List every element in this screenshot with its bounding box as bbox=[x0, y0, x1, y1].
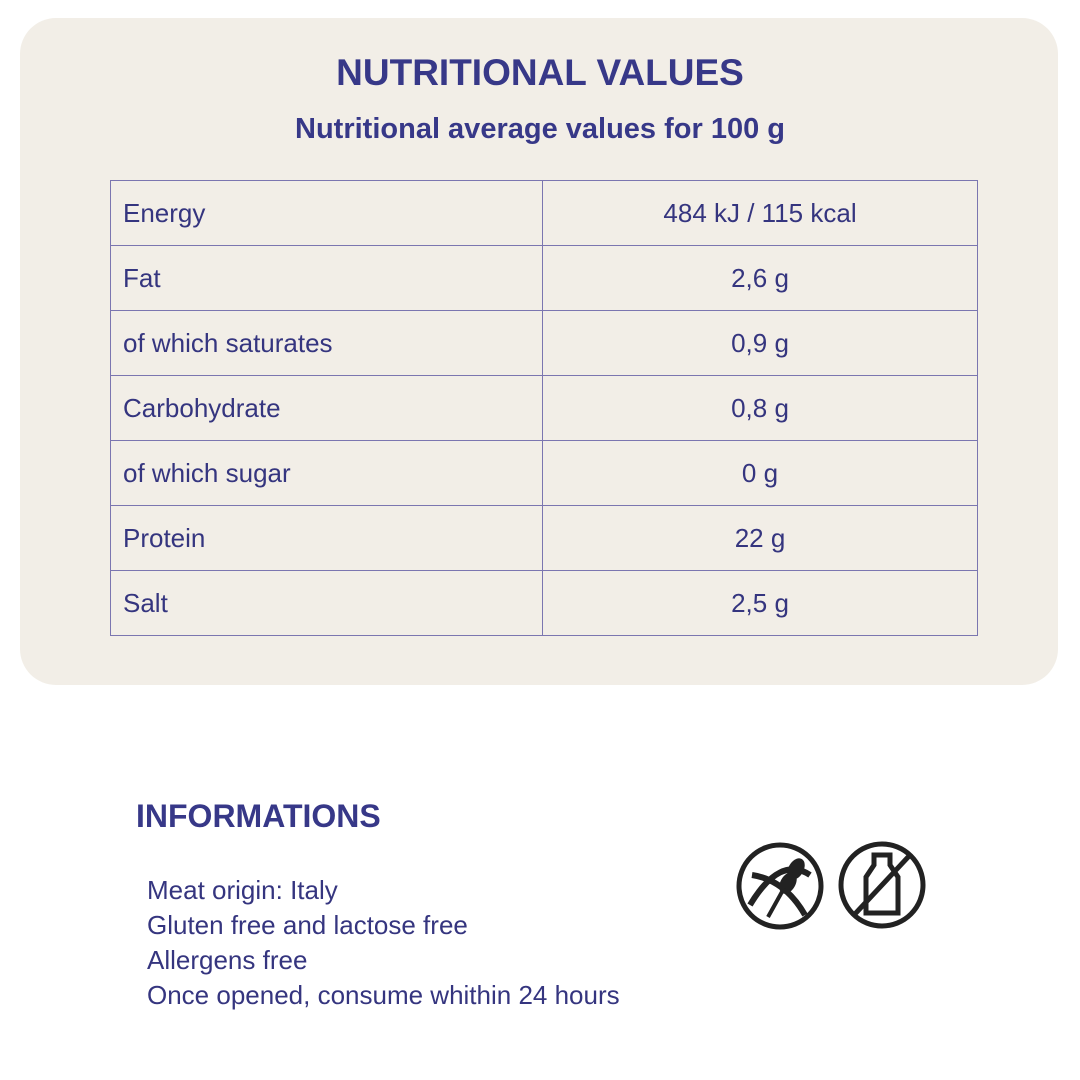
nutrient-value: 2,6 g bbox=[542, 245, 978, 311]
gluten-free-icon bbox=[736, 842, 824, 930]
table-row: Salt 2,5 g bbox=[110, 570, 978, 636]
nutrient-value: 484 kJ / 115 kcal bbox=[542, 180, 978, 246]
nutrient-name: Carbohydrate bbox=[110, 375, 543, 441]
nutrient-name: Salt bbox=[110, 570, 543, 636]
info-line: Once opened, consume whithin 24 hours bbox=[147, 980, 620, 1010]
nutrient-name: Energy bbox=[110, 180, 543, 246]
info-line: Allergens free bbox=[147, 945, 308, 975]
table-row: Fat 2,6 g bbox=[110, 245, 978, 311]
table-row: of which saturates 0,9 g bbox=[110, 310, 978, 376]
icons bbox=[736, 841, 926, 930]
table-row: Protein 22 g bbox=[110, 505, 978, 571]
nutrient-name: Protein bbox=[110, 505, 543, 571]
nutrition-table: Energy 484 kJ / 115 kcal Fat 2,6 g of which… bbox=[110, 180, 978, 636]
info-lines: Meat origin: Italy Gluten free and lactos… bbox=[147, 873, 620, 1013]
table-row: Carbohydrate 0,8 g bbox=[110, 375, 978, 441]
nutrient-value: 2,5 g bbox=[542, 570, 978, 636]
table-row: of which sugar 0 g bbox=[110, 440, 978, 506]
info-line: Gluten free and lactose free bbox=[147, 910, 468, 940]
nutrient-value: 0,8 g bbox=[542, 375, 978, 441]
lactose-free-icon bbox=[838, 841, 926, 929]
nutrient-name: of which sugar bbox=[110, 440, 543, 506]
nutrient-value: 0,9 g bbox=[542, 310, 978, 376]
nutrient-value: 22 g bbox=[542, 505, 978, 571]
info-title: INFORMATIONS bbox=[136, 798, 381, 834]
table-row: Energy 484 kJ / 115 kcal bbox=[110, 180, 978, 246]
nutrient-name: of which saturates bbox=[110, 310, 543, 376]
subtitle: Nutritional average values for 100 g bbox=[295, 113, 785, 145]
title: NUTRITIONAL VALUES bbox=[336, 52, 744, 93]
nutrient-value: 0 g bbox=[542, 440, 978, 506]
nutrient-name: Fat bbox=[110, 245, 543, 311]
info-line: Meat origin: Italy bbox=[147, 875, 338, 905]
